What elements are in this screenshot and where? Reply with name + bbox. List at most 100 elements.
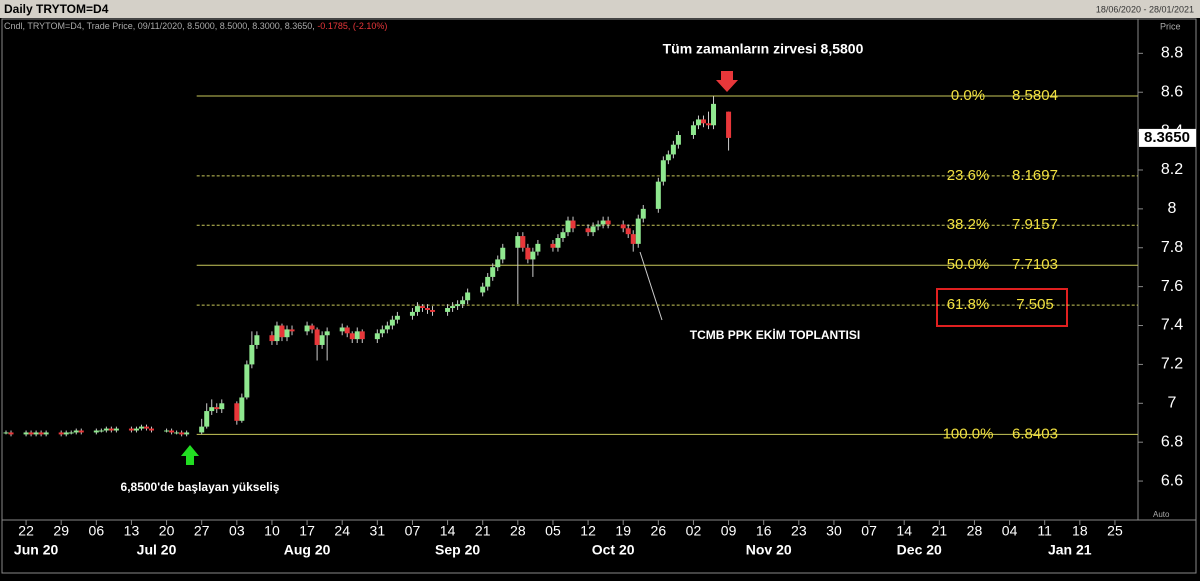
candle-body	[445, 308, 451, 312]
candle-body	[304, 325, 310, 332]
candle-body	[665, 154, 671, 161]
highlight-box	[936, 288, 1068, 327]
y-tick-label: 8	[1168, 200, 1177, 217]
x-tick-label: 18	[1072, 523, 1088, 539]
candle-body	[113, 428, 119, 431]
candle-body	[625, 228, 631, 235]
month-label: Jun 20	[14, 542, 59, 558]
chart-title: Daily TRYTOM=D4	[4, 2, 109, 16]
candle-body	[68, 432, 74, 434]
x-tick-label: 14	[896, 523, 912, 539]
candle-body	[655, 181, 661, 209]
candle-body	[239, 397, 245, 421]
candle-body	[600, 220, 606, 225]
candle-body	[43, 432, 49, 435]
candle-body	[495, 259, 501, 268]
candle-body	[133, 428, 139, 431]
candle-body	[700, 119, 706, 124]
x-tick-label: 26	[651, 523, 667, 539]
candle-body	[595, 224, 601, 227]
candle-body	[169, 430, 175, 433]
candle-body	[144, 426, 149, 429]
candle-body	[550, 243, 556, 248]
x-tick-label: 23	[791, 523, 807, 539]
fib-ratio: 50.0%	[947, 256, 990, 273]
candle-body	[244, 364, 250, 398]
x-tick-label: 27	[194, 523, 210, 539]
x-tick-label: 07	[405, 523, 421, 539]
fib-ratio: 100.0%	[943, 425, 994, 442]
candle-body	[409, 311, 415, 316]
y-tick-label: 6.6	[1161, 472, 1183, 489]
candle-body	[535, 243, 541, 252]
candle-body	[359, 331, 365, 340]
candle-body	[73, 430, 79, 433]
candle-body	[179, 432, 185, 435]
candle-body	[520, 236, 526, 248]
candle-body	[128, 428, 134, 431]
x-tick-label: 10	[264, 523, 280, 539]
candle-body	[138, 426, 144, 429]
annotation: TCMB PPK EKİM TOPLANTISI	[690, 327, 860, 342]
candle-body	[635, 218, 641, 244]
x-tick-label: 16	[756, 523, 772, 539]
title-bar	[0, 0, 1200, 18]
frame	[1, 18, 1197, 574]
candle-body	[726, 111, 732, 138]
top-arrow	[716, 71, 738, 92]
candle-body	[269, 335, 275, 342]
candle-body	[254, 335, 260, 345]
y-tick-label: 7.2	[1161, 356, 1183, 373]
candle-body	[93, 430, 99, 433]
candle-body	[675, 134, 681, 145]
x-tick-label: 11	[1037, 523, 1052, 539]
candle-body	[339, 327, 345, 332]
x-tick-label: 13	[124, 523, 140, 539]
legend-info: Cndl, TRYTOM=D4, Trade Price, 09/11/2020…	[4, 21, 315, 31]
x-tick-label: 25	[1107, 523, 1123, 539]
candle-body	[590, 226, 596, 233]
candle-body	[344, 327, 350, 334]
candle-body	[530, 251, 536, 260]
candle-body	[425, 308, 430, 310]
fib-ratio: 23.6%	[947, 167, 990, 184]
candle-body	[640, 208, 646, 219]
candle-body	[379, 329, 385, 334]
date-range: 18/06/2020 - 28/01/2021	[1096, 4, 1194, 14]
candle-body	[274, 325, 280, 342]
x-tick-label: 04	[1002, 523, 1018, 539]
x-tick-label: 20	[159, 523, 175, 539]
candle-body	[108, 428, 114, 431]
x-tick-label: 29	[53, 523, 69, 539]
candle-body	[234, 403, 240, 421]
x-tick-label: 21	[932, 523, 948, 539]
candle-body	[500, 247, 506, 260]
candle-body	[219, 403, 225, 410]
candle-body	[565, 220, 571, 233]
candle-body	[695, 119, 701, 126]
candle-body	[103, 428, 109, 431]
candle-body	[394, 315, 400, 320]
candle-body	[374, 333, 380, 340]
candle-body	[555, 238, 561, 248]
last-price-box	[1139, 128, 1196, 147]
candle-body	[585, 228, 591, 233]
candle-body	[560, 232, 566, 239]
candle-body	[460, 300, 466, 305]
month-label: Nov 20	[746, 542, 792, 558]
annotation: Tüm zamanların zirvesi 8,5800	[663, 41, 864, 57]
y-tick-label: 6.8	[1161, 433, 1183, 450]
candle-body	[515, 236, 521, 248]
x-tick-label: 17	[299, 523, 315, 539]
y-tick-label: 7.4	[1161, 317, 1183, 334]
candle-body	[28, 432, 34, 435]
candle-body	[58, 432, 64, 435]
annotation: 6,8500'de başlayan yükseliş	[121, 480, 280, 494]
candle-body	[284, 329, 290, 338]
month-label: Jul 20	[137, 542, 177, 558]
legend-text: Cndl, TRYTOM=D4, Trade Price, 09/11/2020…	[4, 21, 387, 31]
fib-price: 7.7103	[1012, 256, 1058, 273]
x-tick-label: 05	[545, 523, 561, 539]
candle-body	[289, 329, 295, 332]
